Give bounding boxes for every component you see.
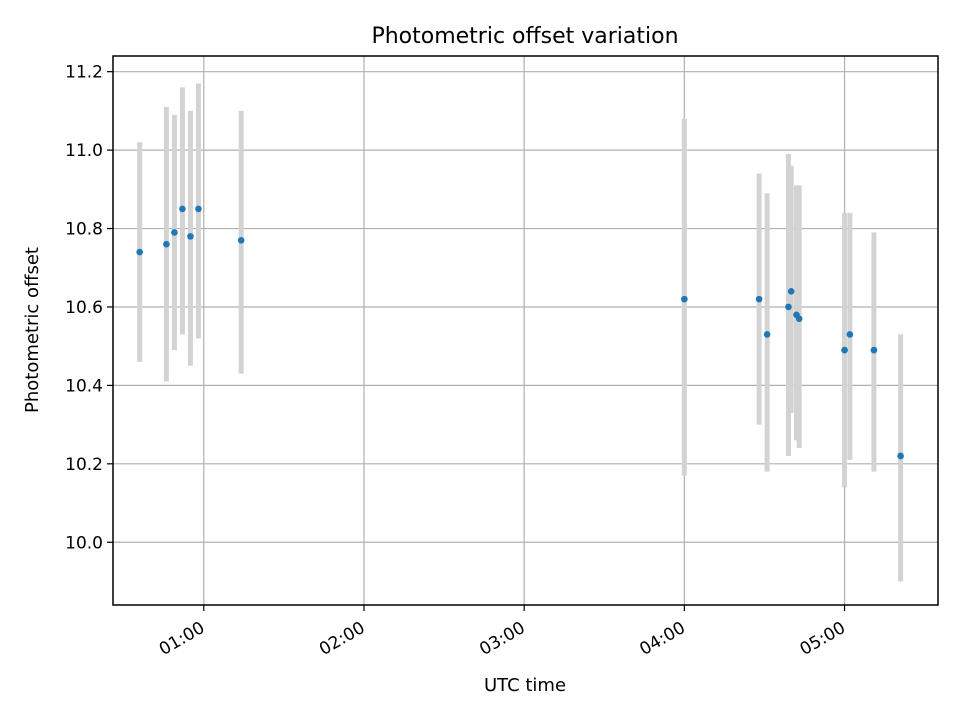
- data-point: [136, 248, 143, 256]
- data-point: [785, 303, 792, 311]
- data-point: [795, 315, 803, 323]
- data-point: [755, 295, 763, 303]
- data-point: [163, 240, 170, 248]
- data-point: [763, 331, 771, 338]
- y-axis-ticks: 10.0 10.2 10.4 10.6 10.8 11.0 11.2: [65, 63, 113, 553]
- x-axis-label: UTC time: [484, 675, 566, 696]
- chart-title: Photometric offset variation: [371, 24, 678, 49]
- data-point: [841, 346, 848, 354]
- data-point: [171, 229, 178, 236]
- y-tick-label: 11.0: [65, 141, 103, 161]
- y-tick-label: 10.8: [65, 220, 103, 240]
- data-point: [870, 346, 878, 354]
- data-point: [179, 205, 186, 213]
- data-point: [897, 452, 904, 460]
- data-point: [681, 295, 688, 303]
- data-point: [195, 205, 202, 213]
- y-tick-label: 10.4: [65, 376, 103, 396]
- y-tick-label: 10.0: [65, 533, 103, 553]
- y-tick-label: 10.2: [65, 455, 103, 475]
- y-tick-label: 10.6: [65, 298, 103, 318]
- data-points: [136, 205, 904, 460]
- plot-frame: [112, 55, 939, 606]
- data-point: [187, 233, 194, 240]
- data-point: [846, 331, 854, 338]
- y-axis-label: Photometric offset: [22, 247, 43, 413]
- y-tick-label: 11.2: [65, 63, 103, 83]
- data-point: [787, 287, 795, 295]
- data-point: [237, 237, 245, 244]
